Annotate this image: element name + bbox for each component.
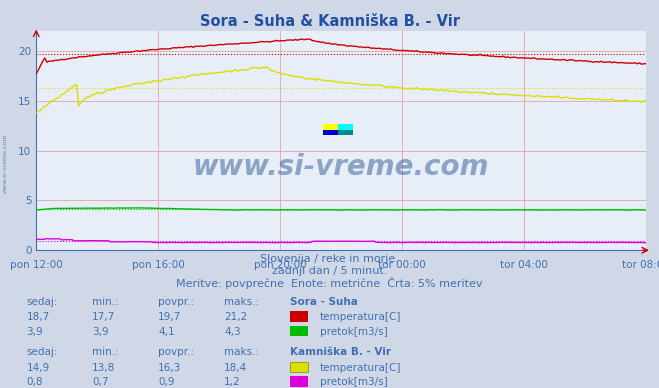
- Text: 0,8: 0,8: [26, 377, 43, 387]
- Text: 3,9: 3,9: [26, 327, 43, 337]
- Text: 18,4: 18,4: [224, 363, 247, 373]
- Bar: [338, 130, 353, 135]
- Text: 0,7: 0,7: [92, 377, 109, 387]
- Text: povpr.:: povpr.:: [158, 297, 194, 307]
- Text: maks.:: maks.:: [224, 347, 259, 357]
- Bar: [323, 130, 338, 135]
- Text: 4,3: 4,3: [224, 327, 241, 337]
- Text: min.:: min.:: [92, 297, 119, 307]
- Text: temperatura[C]: temperatura[C]: [320, 363, 401, 373]
- Text: www.si-vreme.com: www.si-vreme.com: [3, 133, 8, 193]
- Text: 19,7: 19,7: [158, 312, 181, 322]
- Text: Meritve: povprečne  Enote: metrične  Črta: 5% meritev: Meritve: povprečne Enote: metrične Črta:…: [176, 277, 483, 289]
- Bar: [323, 124, 338, 130]
- Text: pretok[m3/s]: pretok[m3/s]: [320, 377, 387, 387]
- Text: Sora - Suha: Sora - Suha: [290, 297, 358, 307]
- Text: 4,1: 4,1: [158, 327, 175, 337]
- Text: 1,2: 1,2: [224, 377, 241, 387]
- Text: temperatura[C]: temperatura[C]: [320, 312, 401, 322]
- Text: zadnji dan / 5 minut.: zadnji dan / 5 minut.: [272, 266, 387, 276]
- Text: min.:: min.:: [92, 347, 119, 357]
- Text: Slovenija / reke in morje.: Slovenija / reke in morje.: [260, 254, 399, 264]
- Text: 16,3: 16,3: [158, 363, 181, 373]
- Text: 17,7: 17,7: [92, 312, 115, 322]
- Text: 3,9: 3,9: [92, 327, 109, 337]
- Text: sedaj:: sedaj:: [26, 347, 58, 357]
- Text: 21,2: 21,2: [224, 312, 247, 322]
- Text: Kamniška B. - Vir: Kamniška B. - Vir: [290, 347, 391, 357]
- Text: povpr.:: povpr.:: [158, 347, 194, 357]
- Text: 14,9: 14,9: [26, 363, 49, 373]
- Text: sedaj:: sedaj:: [26, 297, 58, 307]
- Text: 18,7: 18,7: [26, 312, 49, 322]
- Text: www.si-vreme.com: www.si-vreme.com: [193, 153, 489, 181]
- Text: pretok[m3/s]: pretok[m3/s]: [320, 327, 387, 337]
- Text: Sora - Suha & Kamniška B. - Vir: Sora - Suha & Kamniška B. - Vir: [200, 14, 459, 29]
- Text: 0,9: 0,9: [158, 377, 175, 387]
- Text: 13,8: 13,8: [92, 363, 115, 373]
- Text: maks.:: maks.:: [224, 297, 259, 307]
- Bar: [338, 124, 353, 130]
